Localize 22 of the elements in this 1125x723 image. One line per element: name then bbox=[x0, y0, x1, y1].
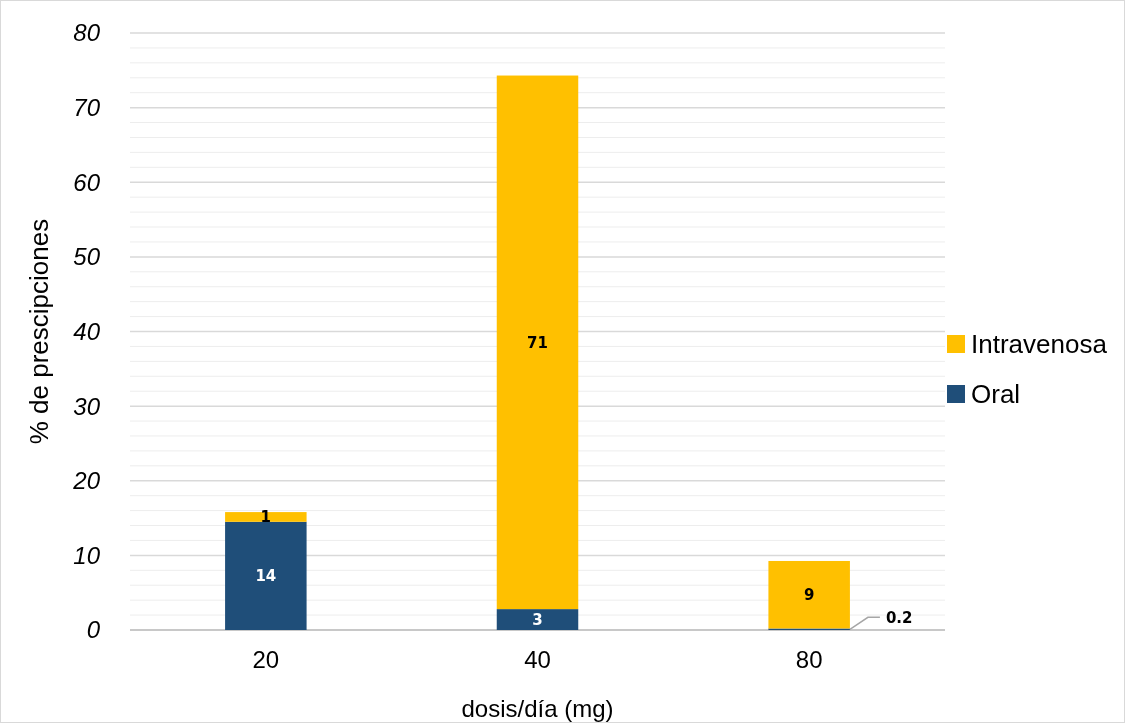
y-tick-label: 70 bbox=[73, 94, 101, 122]
data-label: 14 bbox=[255, 567, 277, 586]
x-axis-title: dosis/día (mg) bbox=[461, 695, 614, 722]
data-label: 3 bbox=[532, 610, 543, 629]
y-tick-label: 30 bbox=[73, 392, 101, 420]
data-label: 0.2 bbox=[885, 608, 913, 627]
y-tick-label: 60 bbox=[73, 168, 101, 196]
y-axis-title: % de prescipciones bbox=[24, 218, 54, 445]
data-label: 9 bbox=[803, 585, 815, 604]
y-tick-label: 50 bbox=[73, 243, 101, 271]
legend-label: Oral bbox=[971, 379, 1021, 410]
y-tick-label: 10 bbox=[73, 541, 101, 569]
y-tick-label: 0 bbox=[86, 616, 101, 644]
legend-label: Intravenosa bbox=[971, 329, 1108, 360]
data-label: 1 bbox=[260, 508, 272, 527]
y-tick-label: 40 bbox=[73, 317, 101, 345]
x-tick-label: 80 bbox=[795, 646, 823, 673]
x-tick-label: 40 bbox=[524, 646, 551, 673]
y-tick-label: 20 bbox=[72, 467, 101, 495]
data-label: 71 bbox=[527, 333, 548, 352]
x-tick-label: 20 bbox=[252, 646, 280, 673]
y-tick-label: 80 bbox=[73, 19, 101, 47]
